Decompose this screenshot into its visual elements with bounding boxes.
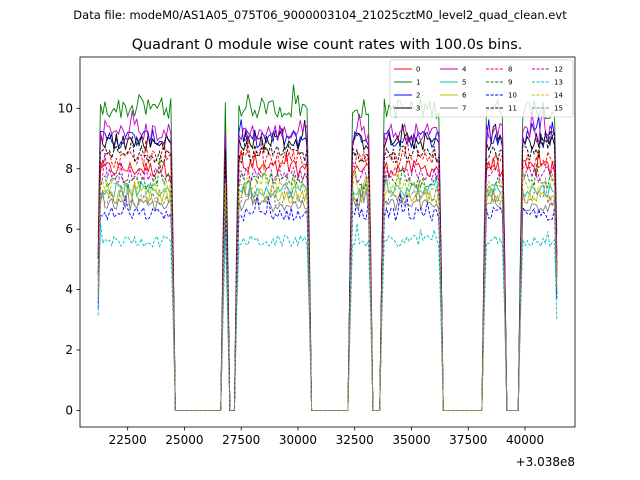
chart-title: Quadrant 0 module wise count rates with …	[132, 37, 523, 53]
y-tick-label: 0	[65, 403, 73, 417]
legend-label-11: 11	[508, 105, 517, 113]
legend-label-5: 5	[462, 79, 466, 87]
y-tick-label: 8	[65, 162, 73, 176]
x-offset-label: +3.038e8	[516, 455, 575, 469]
legend-label-12: 12	[554, 66, 563, 74]
series-line-11	[97, 129, 558, 411]
series-layer	[97, 84, 558, 411]
series-line-13	[97, 221, 558, 411]
legend-label-0: 0	[416, 66, 420, 74]
legend-label-6: 6	[462, 92, 467, 100]
series-line-10	[97, 193, 558, 411]
x-tick-label: 40000	[506, 433, 544, 447]
x-tick-label: 25000	[165, 433, 203, 447]
x-tick-label: 27500	[222, 433, 260, 447]
legend-label-15: 15	[554, 105, 563, 113]
x-tick-label: 22500	[109, 433, 147, 447]
y-tick-label: 6	[65, 222, 73, 236]
series-line-7	[97, 183, 558, 411]
legend-label-8: 8	[508, 66, 512, 74]
legend-label-1: 1	[416, 79, 420, 87]
x-tick-label: 37500	[449, 433, 487, 447]
series-line-0	[97, 149, 558, 411]
series-line-2	[97, 116, 558, 411]
x-axis: 22500 25000 27500 30000 32500 35000 37500 40000	[109, 427, 544, 447]
legend-label-7: 7	[462, 105, 466, 113]
legend-label-14: 14	[554, 92, 563, 100]
series-line-8	[97, 137, 558, 411]
x-tick-label: 35000	[392, 433, 430, 447]
y-tick-label: 10	[58, 101, 73, 115]
series-line-6	[97, 175, 558, 411]
legend-label-10: 10	[508, 92, 517, 100]
legend-label-13: 13	[554, 79, 563, 87]
x-tick-label: 32500	[336, 433, 374, 447]
series-line-15	[97, 177, 558, 411]
series-line-4	[97, 108, 558, 411]
legend-box	[389, 59, 574, 118]
x-tick-label: 30000	[279, 433, 317, 447]
legend-label-2: 2	[416, 92, 420, 100]
legend-label-4: 4	[462, 66, 467, 74]
y-axis: 0 2 4 6 8 10	[58, 101, 80, 417]
legend-label-3: 3	[416, 105, 420, 113]
chart-suptitle: Data file: modeM0/AS1A05_075T06_90000031…	[73, 8, 567, 22]
legend-label-9: 9	[508, 79, 512, 87]
y-tick-label: 4	[65, 283, 73, 297]
series-line-14	[97, 164, 558, 411]
y-tick-label: 2	[65, 343, 73, 357]
plot-frame	[79, 56, 576, 428]
